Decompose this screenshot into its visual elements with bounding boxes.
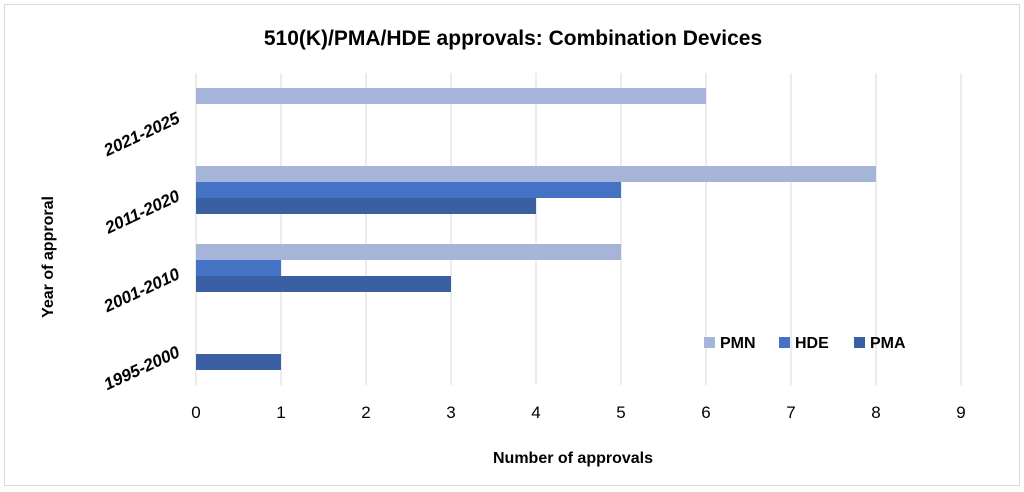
bar-pma-2011-2020 (196, 198, 536, 214)
chart-title: 510(K)/PMA/HDE approvals: Combination De… (264, 27, 762, 50)
y-category-label: 1995-2000 (101, 342, 183, 394)
x-tick-label: 6 (701, 403, 710, 422)
y-category-label: 2011-2020 (101, 186, 183, 238)
bar-pma-2001-2010 (196, 276, 451, 292)
bar-pma-1995-2000 (196, 354, 281, 370)
x-tick-label: 7 (786, 403, 795, 422)
bar-chart: 510(K)/PMA/HDE approvals: Combination De… (40, 27, 966, 467)
legend: PMN HDE PMA (704, 335, 906, 352)
y-category-labels: 1995-2000 2001-2010 2011-2020 2021-2025 (100, 108, 183, 394)
x-axis-title: Number of approvals (493, 450, 653, 467)
legend-label-pma: PMA (870, 335, 906, 352)
x-tick-label: 1 (276, 403, 285, 422)
x-tick-label: 9 (956, 403, 965, 422)
bar-hde-2001-2010 (196, 260, 281, 276)
x-tick-label: 0 (191, 403, 200, 422)
y-category-label: 2001-2010 (100, 264, 183, 316)
legend-label-hde: HDE (795, 335, 829, 352)
bar-pmn-2001-2010 (196, 244, 621, 260)
x-tick-label: 5 (616, 403, 625, 422)
x-tick-label: 3 (446, 403, 455, 422)
bars (196, 88, 876, 370)
x-tick-labels: 0 1 2 3 4 5 6 7 8 9 (191, 403, 965, 422)
x-tick-label: 8 (871, 403, 880, 422)
chart-frame: 510(K)/PMA/HDE approvals: Combination De… (4, 4, 1020, 486)
legend-swatch-hde (779, 337, 790, 348)
bar-pmn-2011-2020 (196, 166, 876, 182)
y-category-label: 2021-2025 (100, 108, 183, 160)
legend-label-pmn: PMN (720, 335, 756, 352)
gridlines (195, 73, 962, 385)
legend-swatch-pma (854, 337, 865, 348)
bar-hde-2011-2020 (196, 182, 621, 198)
bar-pmn-2021-2025 (196, 88, 706, 104)
y-axis-title: Year of approral (40, 196, 57, 318)
x-tick-label: 4 (531, 403, 540, 422)
legend-swatch-pmn (704, 337, 715, 348)
x-tick-label: 2 (361, 403, 370, 422)
